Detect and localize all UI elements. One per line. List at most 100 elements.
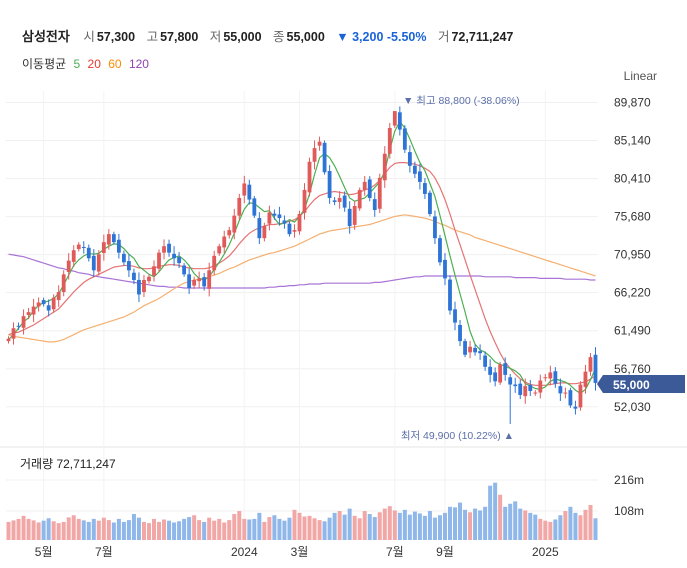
candle-body bbox=[508, 377, 513, 385]
y-tick-label: 52,030 bbox=[614, 400, 651, 414]
candle-body bbox=[232, 215, 237, 233]
volume-bar bbox=[543, 520, 548, 540]
volume-bar bbox=[131, 514, 136, 540]
candle-body bbox=[11, 328, 16, 339]
candle-body bbox=[448, 279, 452, 311]
ma60-line bbox=[8, 214, 596, 343]
candle-body bbox=[157, 252, 161, 269]
volume-bar bbox=[483, 506, 488, 540]
candle-body bbox=[312, 148, 317, 162]
volume-bar bbox=[412, 511, 417, 540]
candle-body bbox=[342, 195, 347, 208]
x-tick-label: 2025 bbox=[532, 545, 559, 559]
candle-body bbox=[277, 214, 282, 219]
candle-body bbox=[16, 325, 21, 327]
candle-body bbox=[453, 309, 457, 323]
low-value: 55,000 bbox=[223, 30, 262, 44]
volume-bar bbox=[162, 519, 167, 540]
x-tick-label: 5월 bbox=[35, 545, 53, 559]
scale-toggle[interactable]: Linear bbox=[623, 69, 657, 83]
volume-bar bbox=[56, 523, 61, 540]
candle-body bbox=[377, 177, 382, 209]
x-tick-label: 7월 bbox=[95, 545, 113, 559]
volume-bars bbox=[6, 482, 598, 540]
volume-bar bbox=[503, 506, 508, 540]
volume-bar bbox=[257, 512, 262, 540]
volume-label: 거 bbox=[437, 30, 450, 44]
ma120-line bbox=[8, 253, 596, 289]
candle-body bbox=[583, 371, 588, 387]
candle-body bbox=[242, 183, 247, 196]
volume-bar bbox=[202, 521, 207, 540]
candle-body bbox=[357, 189, 362, 209]
candle-body bbox=[458, 325, 462, 342]
volume-bar bbox=[387, 506, 392, 540]
volume-bar bbox=[11, 520, 16, 540]
candle-body bbox=[433, 216, 437, 239]
volume-bar bbox=[237, 511, 242, 540]
candle-body bbox=[473, 347, 477, 353]
y-tick-label: 85,140 bbox=[614, 134, 651, 148]
close-value: 55,000 bbox=[286, 30, 325, 44]
volume-bar bbox=[157, 521, 162, 540]
candle-body bbox=[21, 316, 26, 328]
moving-average-legend[interactable]: 이동평균 5 20 60 120 bbox=[22, 55, 153, 72]
volume-bar bbox=[493, 482, 498, 540]
candle-body bbox=[66, 260, 71, 272]
volume-bar bbox=[427, 511, 432, 540]
volume-bar bbox=[182, 518, 187, 540]
volume-bar bbox=[538, 518, 543, 540]
volume-bar bbox=[126, 520, 131, 540]
candle-body bbox=[327, 171, 332, 198]
volume-bar bbox=[141, 521, 146, 540]
volume-bar bbox=[568, 506, 573, 540]
candle-body bbox=[142, 279, 146, 293]
volume-bar bbox=[453, 507, 458, 540]
grid bbox=[0, 91, 687, 540]
volume-bar bbox=[533, 514, 538, 540]
open-label: 시 bbox=[83, 30, 95, 44]
volume-bar bbox=[71, 515, 76, 540]
candle-body bbox=[528, 384, 533, 391]
open-value: 57,300 bbox=[96, 30, 136, 44]
volume-bar bbox=[327, 517, 332, 540]
candle-body bbox=[247, 184, 252, 200]
candle-body bbox=[51, 297, 56, 310]
candle-body bbox=[76, 244, 81, 250]
candle-body bbox=[31, 306, 36, 315]
volume-bar bbox=[553, 519, 558, 540]
volume-bar bbox=[31, 520, 36, 540]
moving-average-lines bbox=[8, 120, 597, 395]
candle-body bbox=[488, 366, 493, 375]
volume-bar bbox=[277, 518, 282, 540]
volume-bar bbox=[106, 520, 111, 540]
volume-bar bbox=[447, 506, 453, 540]
change-value: ▼ 3,200 -5.50% bbox=[336, 30, 427, 44]
max-price-label: ▼ 최고 88,800 (-38.06%) bbox=[403, 95, 520, 107]
candle-body bbox=[538, 380, 543, 393]
volume-bar bbox=[352, 515, 357, 540]
volume-bar bbox=[197, 520, 202, 540]
volume-bar bbox=[442, 512, 447, 540]
volume-bar bbox=[121, 521, 126, 540]
volume-bar bbox=[322, 521, 327, 540]
candle-body bbox=[297, 214, 302, 232]
candle-body bbox=[478, 351, 483, 354]
volume-bar bbox=[36, 522, 41, 540]
volume-bar bbox=[6, 521, 11, 540]
volume-bar bbox=[578, 515, 583, 540]
volume-bar bbox=[518, 508, 523, 540]
candle-body bbox=[498, 364, 503, 383]
candle-body bbox=[367, 179, 372, 198]
candle-body bbox=[182, 265, 187, 275]
candle-body bbox=[423, 183, 427, 194]
candle-body bbox=[106, 234, 111, 245]
volume-bar bbox=[392, 510, 397, 540]
candle-body bbox=[252, 198, 257, 216]
price-tag-text: 55,000 bbox=[613, 378, 650, 392]
candle-body bbox=[287, 223, 292, 235]
volume-bar bbox=[187, 517, 192, 540]
candle-body bbox=[563, 392, 568, 394]
candle-body bbox=[227, 230, 232, 236]
volume-bar bbox=[167, 520, 172, 540]
